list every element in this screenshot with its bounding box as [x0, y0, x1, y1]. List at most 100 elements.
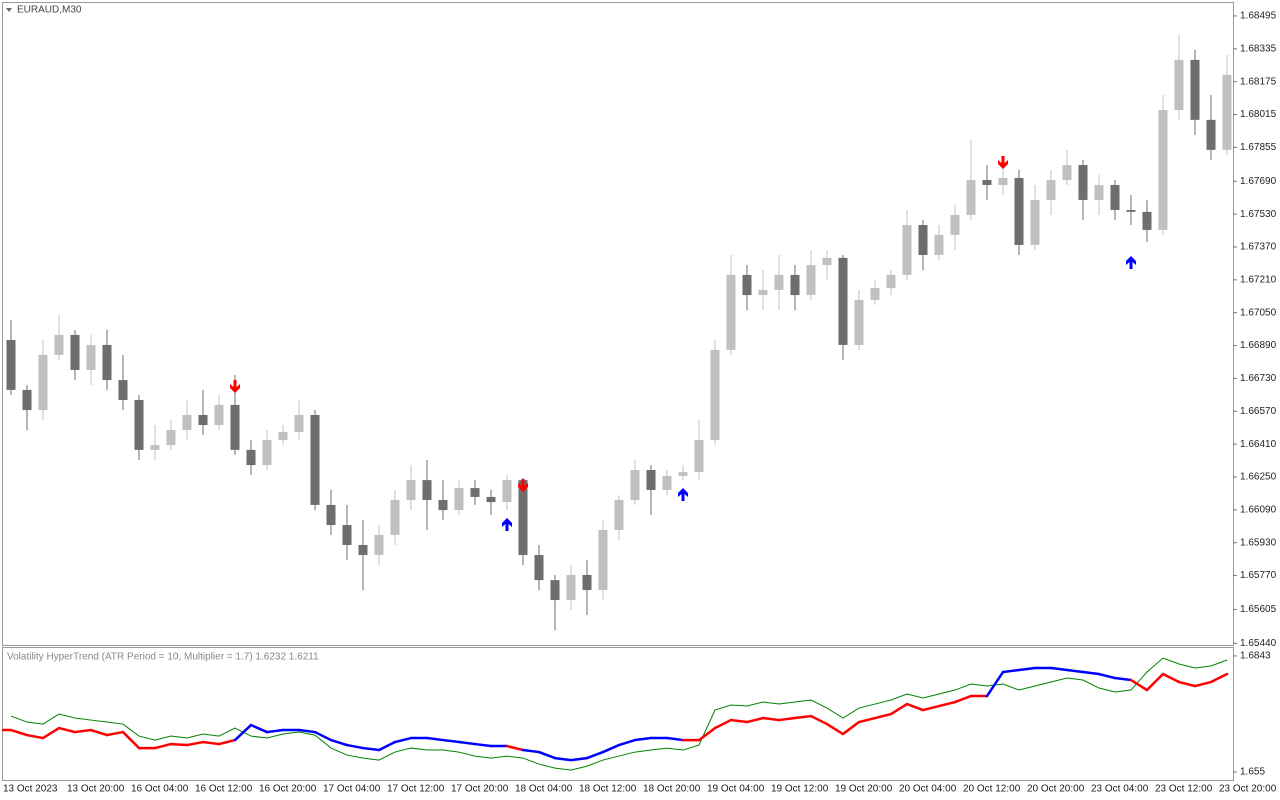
trend-segment: [665, 736, 685, 742]
x-tick-label: 18 Oct 04:00: [515, 784, 573, 795]
trend-segment: [153, 742, 173, 750]
x-tick-label: 16 Oct 12:00: [195, 784, 253, 795]
trend-segment: [1209, 672, 1229, 684]
trend-segment: [1113, 676, 1133, 682]
trend-segment: [937, 700, 957, 708]
candle-body: [342, 525, 352, 545]
x-tick-label: 18 Oct 20:00: [643, 784, 701, 795]
trend-segment: [777, 716, 797, 722]
trend-segment: [345, 743, 365, 750]
y-tick-label: 1.66730: [1240, 373, 1277, 384]
candle-body: [694, 440, 704, 473]
candle-body: [566, 574, 576, 601]
trend-segment: [1097, 672, 1117, 680]
candle-body: [422, 480, 432, 501]
y-tick-label: 1.67690: [1240, 176, 1277, 187]
y-tick-label: 1.68015: [1240, 109, 1277, 120]
x-tick-label: 23 Oct 20:00: [1219, 784, 1277, 795]
trend-segment: [601, 743, 621, 754]
candle-body: [662, 475, 672, 490]
chart-title: EURAUD,M30: [17, 5, 82, 16]
candle-body: [406, 480, 416, 501]
y-tick-label: 1.66410: [1240, 439, 1277, 450]
candle-body: [102, 344, 112, 381]
candle-body: [838, 257, 848, 345]
buy-arrow: [502, 518, 512, 532]
trend-segment: [313, 730, 333, 742]
y-tick-label: 1.68335: [1240, 43, 1277, 54]
candle-body: [182, 414, 192, 430]
trend-segment: [889, 702, 909, 716]
candle-body: [134, 399, 144, 450]
trend-segment: [249, 723, 269, 734]
candle-body: [1030, 199, 1040, 245]
candle-body: [118, 380, 128, 400]
y-tick-label: 1.6843: [1240, 651, 1271, 662]
candle-body: [934, 234, 944, 255]
candle-body: [470, 488, 480, 497]
trend-segment: [441, 738, 461, 744]
candle-body: [950, 214, 960, 235]
candle-body: [278, 432, 288, 441]
trend-segment: [185, 740, 205, 747]
candle-body: [438, 500, 448, 511]
x-tick-label: 13 Oct 2023: [3, 784, 58, 795]
candle-body: [374, 534, 384, 556]
trend-segment: [425, 736, 445, 742]
buy-arrow: [1126, 255, 1136, 269]
candle-body: [246, 449, 256, 466]
trend-segment: [537, 750, 557, 760]
trend-segment: [697, 726, 717, 742]
trend-segment: [1161, 672, 1181, 684]
trend-segment: [89, 728, 109, 737]
trend-segment: [121, 730, 141, 750]
trend-segment: [41, 726, 61, 740]
trend-segment: [521, 748, 541, 754]
candle-body: [902, 225, 912, 275]
candle-body: [38, 355, 48, 411]
candle-body: [1046, 180, 1056, 200]
trend-segment: [473, 742, 493, 748]
sell-arrow: [998, 155, 1008, 169]
y-tick-label: 1.65930: [1240, 537, 1277, 548]
trend-segment: [1065, 668, 1085, 674]
candle-body: [214, 404, 224, 426]
candle-body: [758, 289, 768, 296]
candle-body: [326, 504, 336, 526]
candle-body: [454, 488, 464, 511]
candle-body: [1094, 184, 1104, 200]
sell-arrow: [230, 380, 240, 394]
trend-segment: [825, 722, 845, 736]
trend-segment: [105, 730, 125, 737]
candle-body: [166, 429, 176, 445]
x-tick-label: 13 Oct 20:00: [67, 784, 125, 795]
trend-segment: [857, 716, 877, 724]
trend-segment: [361, 746, 381, 752]
candle-body: [502, 480, 512, 503]
candle-body: [806, 265, 816, 296]
trend-segment: [457, 740, 477, 746]
candle-body: [198, 414, 208, 426]
x-tick-label: 23 Oct 12:00: [1155, 784, 1213, 795]
y-tick-label: 1.66090: [1240, 505, 1277, 516]
trend-segment: [377, 740, 397, 752]
trend-segment: [841, 720, 861, 736]
trend-segment: [329, 738, 349, 747]
trend-segment: [921, 704, 941, 712]
candle-body: [742, 274, 752, 296]
candle-body: [1110, 184, 1120, 211]
trend-segment: [1001, 668, 1021, 674]
candle-body: [790, 274, 800, 296]
candle-body: [1142, 211, 1152, 230]
y-tick-label: 1.68175: [1240, 76, 1277, 87]
trend-segment: [57, 726, 77, 734]
trend-segment: [809, 714, 829, 726]
x-tick-label: 16 Oct 04:00: [131, 784, 189, 795]
candle-body: [1206, 119, 1216, 150]
trend-segment: [217, 738, 237, 746]
candle-body: [710, 349, 720, 441]
trend-segment: [25, 733, 45, 740]
x-tick-label: 23 Oct 04:00: [1091, 784, 1149, 795]
candle-body: [886, 274, 896, 289]
